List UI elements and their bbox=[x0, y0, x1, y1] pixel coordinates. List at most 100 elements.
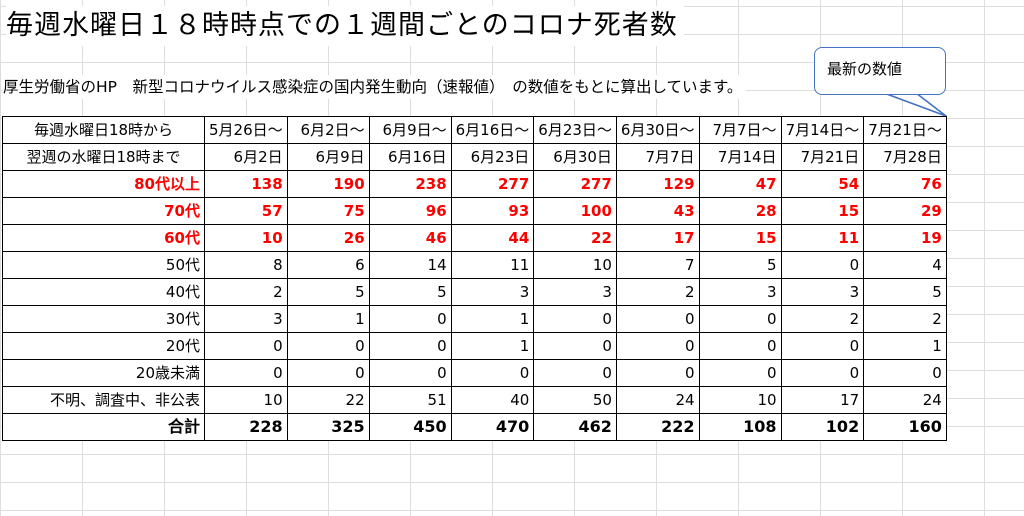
value-cell[interactable]: 108 bbox=[698, 413, 782, 441]
source-note[interactable]: 厚生労働省のHP 新型コロナウイルス感染症の国内発生動向（速報値） の数値をもと… bbox=[3, 75, 747, 99]
value-cell[interactable]: 462 bbox=[533, 413, 617, 441]
value-cell[interactable]: 44 bbox=[450, 224, 535, 252]
value-cell[interactable]: 10 bbox=[533, 251, 617, 279]
value-cell[interactable]: 75 bbox=[286, 197, 370, 225]
header-from-cell[interactable]: 7月7日～ bbox=[698, 116, 782, 144]
header-to-cell[interactable]: 6月30日 bbox=[533, 143, 617, 171]
value-cell[interactable]: 14 bbox=[368, 251, 452, 279]
header-from-label[interactable]: 毎週水曜日18時から bbox=[2, 116, 205, 144]
value-cell[interactable]: 277 bbox=[533, 170, 617, 198]
value-cell[interactable]: 0 bbox=[286, 332, 370, 360]
value-cell[interactable]: 1 bbox=[863, 332, 947, 360]
value-cell[interactable]: 190 bbox=[286, 170, 370, 198]
header-to-cell[interactable]: 7月7日 bbox=[615, 143, 700, 171]
latest-value-callout[interactable]: 最新の数値 bbox=[814, 47, 946, 95]
value-cell[interactable]: 17 bbox=[780, 386, 865, 414]
value-cell[interactable]: 10 bbox=[204, 386, 288, 414]
header-to-cell[interactable]: 7月21日 bbox=[780, 143, 865, 171]
value-cell[interactable]: 24 bbox=[863, 386, 947, 414]
value-cell[interactable]: 450 bbox=[368, 413, 452, 441]
value-cell[interactable]: 138 bbox=[204, 170, 288, 198]
value-cell[interactable]: 10 bbox=[204, 224, 288, 252]
value-cell[interactable]: 0 bbox=[780, 359, 865, 387]
value-cell[interactable]: 5 bbox=[368, 278, 452, 306]
row-label-cell[interactable]: 20歳未満 bbox=[2, 359, 205, 387]
value-cell[interactable]: 5 bbox=[286, 278, 370, 306]
value-cell[interactable]: 43 bbox=[615, 197, 700, 225]
value-cell[interactable]: 54 bbox=[780, 170, 865, 198]
row-label-cell[interactable]: 40代 bbox=[2, 278, 205, 306]
value-cell[interactable]: 40 bbox=[450, 386, 535, 414]
sheet-title[interactable]: 毎週水曜日１８時時点での１週間ごとのコロナ死者数 bbox=[6, 6, 684, 46]
header-to-cell[interactable]: 7月14日 bbox=[698, 143, 782, 171]
value-cell[interactable]: 0 bbox=[533, 332, 617, 360]
value-cell[interactable]: 0 bbox=[863, 359, 947, 387]
value-cell[interactable]: 11 bbox=[780, 224, 865, 252]
value-cell[interactable]: 100 bbox=[533, 197, 617, 225]
value-cell[interactable]: 3 bbox=[698, 278, 782, 306]
value-cell[interactable]: 76 bbox=[863, 170, 947, 198]
value-cell[interactable]: 0 bbox=[204, 332, 288, 360]
value-cell[interactable]: 2 bbox=[863, 305, 947, 333]
value-cell[interactable]: 0 bbox=[698, 359, 782, 387]
value-cell[interactable]: 17 bbox=[615, 224, 700, 252]
header-from-cell[interactable]: 6月16日～ bbox=[450, 116, 535, 144]
header-to-cell[interactable]: 6月9日 bbox=[286, 143, 370, 171]
header-to-label[interactable]: 翌週の水曜日18時まで bbox=[2, 143, 205, 171]
value-cell[interactable]: 19 bbox=[863, 224, 947, 252]
value-cell[interactable]: 228 bbox=[204, 413, 288, 441]
value-cell[interactable]: 0 bbox=[698, 332, 782, 360]
header-from-cell[interactable]: 7月21日～ bbox=[863, 116, 947, 144]
header-from-cell[interactable]: 6月9日～ bbox=[368, 116, 452, 144]
value-cell[interactable]: 0 bbox=[615, 359, 700, 387]
value-cell[interactable]: 2 bbox=[615, 278, 700, 306]
value-cell[interactable]: 26 bbox=[286, 224, 370, 252]
value-cell[interactable]: 0 bbox=[615, 332, 700, 360]
value-cell[interactable]: 3 bbox=[204, 305, 288, 333]
value-cell[interactable]: 129 bbox=[615, 170, 700, 198]
value-cell[interactable]: 0 bbox=[204, 359, 288, 387]
value-cell[interactable]: 29 bbox=[863, 197, 947, 225]
value-cell[interactable]: 0 bbox=[615, 305, 700, 333]
value-cell[interactable]: 0 bbox=[450, 359, 535, 387]
header-to-cell[interactable]: 6月2日 bbox=[204, 143, 288, 171]
value-cell[interactable]: 5 bbox=[698, 251, 782, 279]
value-cell[interactable]: 0 bbox=[698, 305, 782, 333]
value-cell[interactable]: 15 bbox=[698, 224, 782, 252]
row-label-cell[interactable]: 30代 bbox=[2, 305, 205, 333]
value-cell[interactable]: 1 bbox=[450, 305, 535, 333]
value-cell[interactable]: 3 bbox=[533, 278, 617, 306]
value-cell[interactable]: 47 bbox=[698, 170, 782, 198]
value-cell[interactable]: 238 bbox=[368, 170, 452, 198]
value-cell[interactable]: 0 bbox=[286, 359, 370, 387]
value-cell[interactable]: 470 bbox=[450, 413, 535, 441]
value-cell[interactable]: 7 bbox=[615, 251, 700, 279]
value-cell[interactable]: 0 bbox=[368, 332, 452, 360]
value-cell[interactable]: 1 bbox=[450, 332, 535, 360]
value-cell[interactable]: 8 bbox=[204, 251, 288, 279]
value-cell[interactable]: 1 bbox=[286, 305, 370, 333]
value-cell[interactable]: 28 bbox=[698, 197, 782, 225]
header-from-cell[interactable]: 6月30日～ bbox=[615, 116, 700, 144]
header-from-cell[interactable]: 6月2日～ bbox=[286, 116, 370, 144]
value-cell[interactable]: 0 bbox=[533, 359, 617, 387]
row-label-cell[interactable]: 不明、調査中、非公表 bbox=[2, 386, 205, 414]
value-cell[interactable]: 24 bbox=[615, 386, 700, 414]
row-label-cell[interactable]: 合計 bbox=[2, 413, 205, 441]
value-cell[interactable]: 0 bbox=[368, 305, 452, 333]
value-cell[interactable]: 3 bbox=[450, 278, 535, 306]
value-cell[interactable]: 277 bbox=[450, 170, 535, 198]
header-to-cell[interactable]: 6月16日 bbox=[368, 143, 452, 171]
value-cell[interactable]: 57 bbox=[204, 197, 288, 225]
header-to-cell[interactable]: 7月28日 bbox=[863, 143, 947, 171]
row-label-cell[interactable]: 50代 bbox=[2, 251, 205, 279]
value-cell[interactable]: 22 bbox=[533, 224, 617, 252]
value-cell[interactable]: 15 bbox=[780, 197, 865, 225]
value-cell[interactable]: 11 bbox=[450, 251, 535, 279]
row-label-cell[interactable]: 70代 bbox=[2, 197, 205, 225]
header-from-cell[interactable]: 7月14日～ bbox=[780, 116, 865, 144]
value-cell[interactable]: 3 bbox=[780, 278, 865, 306]
value-cell[interactable]: 46 bbox=[368, 224, 452, 252]
value-cell[interactable]: 0 bbox=[780, 251, 865, 279]
value-cell[interactable]: 5 bbox=[863, 278, 947, 306]
